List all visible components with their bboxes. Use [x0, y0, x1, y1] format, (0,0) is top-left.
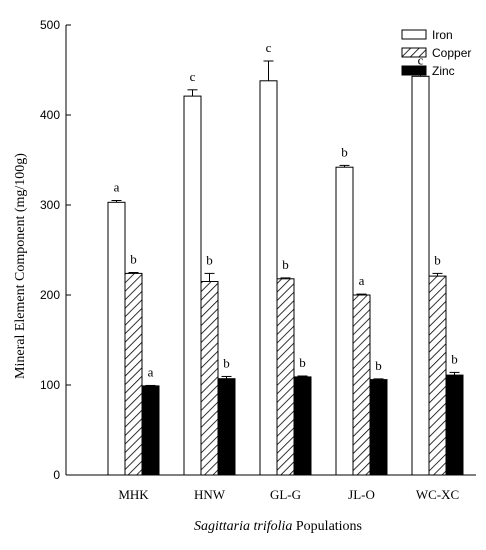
bar-iron — [183, 95, 202, 476]
category-label: GL-G — [270, 487, 301, 502]
bar-iron — [259, 80, 278, 476]
category-label: HNW — [194, 487, 226, 502]
bar-zinc — [217, 378, 236, 476]
bar-zinc — [445, 374, 464, 476]
significance-letter: b — [282, 257, 289, 272]
significance-letter: b — [206, 252, 213, 267]
bar-copper — [200, 281, 219, 476]
significance-letter: a — [359, 273, 365, 288]
significance-letter: b — [341, 144, 348, 159]
significance-letter: b — [299, 355, 306, 370]
bar-iron — [411, 75, 430, 476]
category-label: MHK — [118, 487, 149, 502]
legend-swatch-copper — [401, 47, 427, 58]
y-tick-label: 300 — [40, 198, 60, 212]
significance-letter: c — [190, 69, 196, 84]
y-tick-label: 200 — [40, 288, 60, 302]
x-axis-label: Sagittaria trifolia Populations — [194, 519, 362, 534]
bar-copper — [428, 275, 447, 476]
significance-letter: b — [451, 351, 458, 366]
y-axis-label: Mineral Element Component (mg/100g) — [13, 153, 28, 379]
x-axis-label-suffix: Populations — [292, 519, 362, 534]
significance-letter: b — [130, 252, 137, 267]
bar-copper — [352, 294, 371, 476]
y-tick-label: 500 — [40, 18, 60, 32]
bar-zinc — [293, 376, 312, 476]
y-tick-label: 400 — [40, 108, 60, 122]
bar-copper — [276, 278, 295, 476]
y-tick-label: 0 — [53, 468, 60, 482]
x-axis-label-species: Sagittaria trifolia — [194, 519, 292, 534]
significance-letter: c — [266, 40, 272, 55]
bars-group: a b a MHK c b b HNW c b b GL-G b a b JL-O c b b WC-XC — [107, 40, 464, 502]
legend-label-zinc: Zinc — [432, 64, 455, 78]
axes: 0 100 200 300 400 500 — [40, 18, 476, 482]
bar-iron — [335, 166, 354, 476]
significance-letter: b — [223, 355, 230, 370]
legend-swatch-zinc — [401, 65, 427, 76]
legend-swatch-iron — [401, 29, 427, 40]
significance-letter: a — [114, 180, 120, 195]
bar-copper — [124, 272, 143, 476]
legend-label-copper: Copper — [432, 46, 471, 60]
category-label: WC-XC — [416, 487, 459, 502]
significance-letter: c — [418, 53, 424, 68]
significance-letter: a — [148, 364, 154, 379]
significance-letter: b — [375, 358, 382, 373]
bar-zinc — [141, 385, 160, 476]
legend-label-iron: Iron — [432, 28, 453, 42]
bar-iron — [107, 201, 126, 476]
bar-zinc — [369, 379, 388, 476]
category-label: JL-O — [348, 487, 375, 502]
legend: Iron Copper Zinc — [401, 28, 471, 78]
significance-letter: b — [434, 252, 441, 267]
y-tick-label: 100 — [40, 378, 60, 392]
